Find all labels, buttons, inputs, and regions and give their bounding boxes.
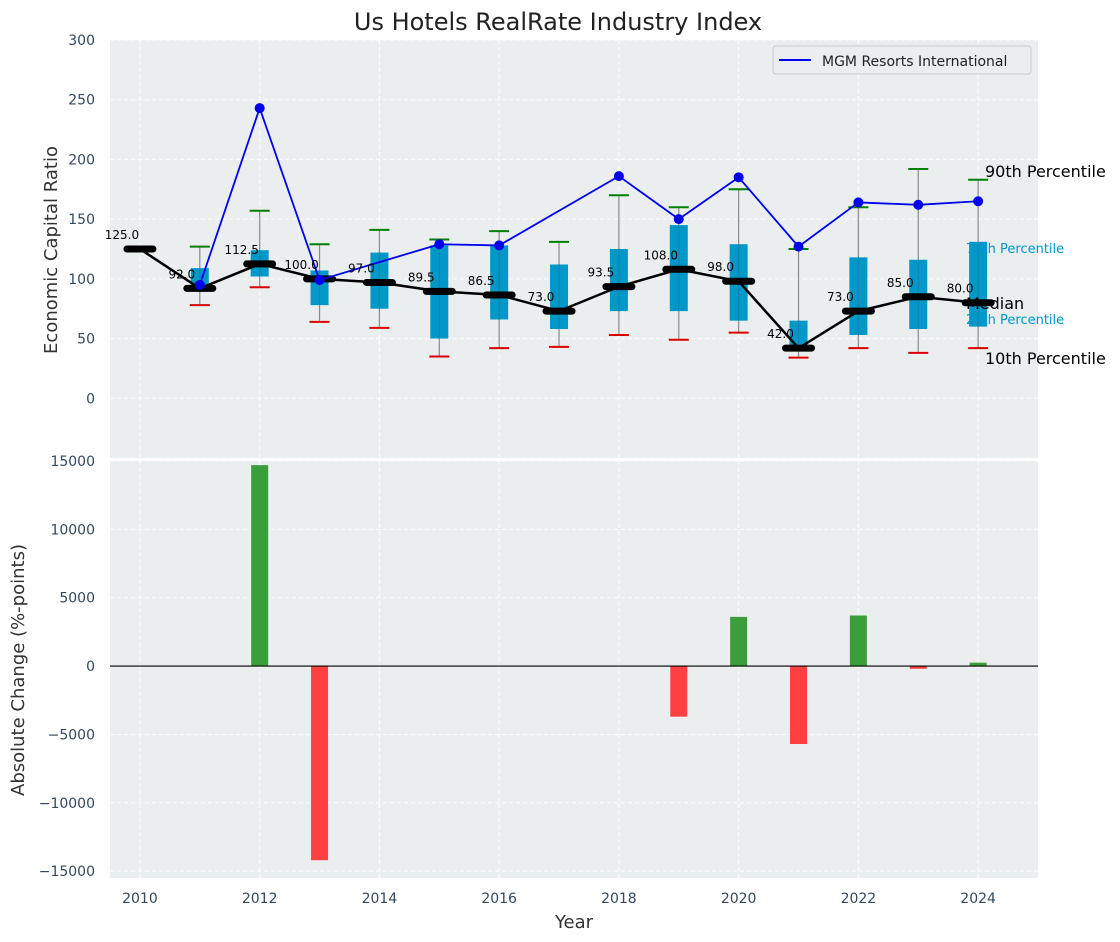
x-tick-label: 2012 <box>242 891 278 907</box>
annotation-p10: 10th Percentile <box>985 349 1106 368</box>
top-y-tick-label: 0 <box>86 391 95 407</box>
median-value-label: 80.0 <box>947 282 974 296</box>
mgm-point <box>314 275 325 286</box>
x-tick-label: 2024 <box>960 891 996 907</box>
top-y-tick-label: 300 <box>68 33 95 49</box>
annotation-p75: 75th Percentile <box>966 242 1064 257</box>
median-value-label: 112.5 <box>224 243 258 257</box>
change-bar <box>311 666 329 861</box>
x-tick-label: 2016 <box>481 891 517 907</box>
median-value-label: 100.0 <box>284 258 318 272</box>
x-axis-label: Year <box>554 912 594 933</box>
median-value-label: 89.5 <box>408 270 435 284</box>
mgm-point <box>793 241 804 252</box>
bottom-y-tick-label: 0 <box>86 659 95 675</box>
bottom-y-tick-label: −10000 <box>39 796 95 812</box>
median-value-label: 42.0 <box>767 327 794 341</box>
bottom-y-axis-label: Absolute Change (%-points) <box>8 544 29 796</box>
mgm-point <box>254 103 265 114</box>
annotation-p25: 25th Percentile <box>966 313 1064 328</box>
x-tick-label: 2010 <box>122 891 158 907</box>
percentile-annotations: 90th Percentile 75th Percentile Median 2… <box>966 162 1106 368</box>
mgm-point <box>194 279 205 290</box>
bottom-y-tick-label: 5000 <box>59 591 95 607</box>
bottom-plot-background <box>110 461 1038 878</box>
median-value-label: 85.0 <box>887 276 914 290</box>
bottom-y-tick-label: 15000 <box>50 454 95 470</box>
top-y-tick-label: 200 <box>68 152 95 168</box>
median-value-label: 108.0 <box>644 248 678 262</box>
top-y-tick-label: 100 <box>68 272 95 288</box>
mgm-point <box>913 199 924 210</box>
mgm-point <box>613 171 624 182</box>
legend-box <box>772 45 1032 75</box>
x-tick-label: 2022 <box>841 891 877 907</box>
median-value-labels: 125.0 92.0 112.5 100.0 97.0 89.5 86.5 73.0 93.5 1… <box>105 228 974 341</box>
change-bar <box>730 616 748 667</box>
bottom-y-tick-label: −5000 <box>48 727 95 743</box>
annotation-median: Median <box>966 294 1024 313</box>
median-value-label: 73.0 <box>528 290 555 304</box>
mgm-series <box>194 103 984 290</box>
x-tick-label: 2018 <box>601 891 637 907</box>
median-value-label: 93.5 <box>588 266 615 280</box>
median-value-label: 98.0 <box>707 260 734 274</box>
change-bar <box>969 662 987 667</box>
top-y-tick-label: 250 <box>68 93 95 109</box>
chart-title: Us Hotels RealRate Industry Index <box>354 8 762 36</box>
median-value-label: 86.5 <box>468 274 495 288</box>
median-value-label: 73.0 <box>827 290 854 304</box>
mgm-point <box>494 240 505 251</box>
bottom-y-tick-label: −15000 <box>39 864 95 880</box>
mgm-point <box>733 172 744 183</box>
change-bars <box>251 465 987 861</box>
legend: MGM Resorts International <box>772 45 1032 75</box>
change-bar <box>251 465 269 667</box>
change-bar <box>909 666 927 669</box>
top-grid <box>110 39 1038 458</box>
top-plot: 0 50 100 150 200 250 300 125.0 92.0 112.5 100.0 97… <box>41 33 1106 458</box>
bottom-y-tick-label: 10000 <box>50 522 95 538</box>
x-tick-label: 2014 <box>362 891 398 907</box>
mgm-point <box>434 239 445 250</box>
annotation-p90: 90th Percentile <box>985 162 1106 181</box>
change-bar <box>670 666 688 717</box>
bottom-y-tick-labels: −15000 −10000 −5000 0 5000 10000 15000 <box>39 454 95 880</box>
median-value-label: 97.0 <box>348 261 375 275</box>
median-value-label: 125.0 <box>105 228 139 242</box>
mgm-point <box>673 214 684 225</box>
top-y-tick-labels: 0 50 100 150 200 250 300 <box>68 33 95 407</box>
change-bar <box>790 666 808 745</box>
legend-label-mgm: MGM Resorts International <box>822 54 1007 70</box>
median-value-label: 92.0 <box>168 267 195 281</box>
top-y-axis-label: Economic Capital Ratio <box>41 146 62 354</box>
mgm-point <box>973 196 984 207</box>
x-tick-labels: 2010 2012 2014 2016 2018 2020 2022 2024 <box>122 891 996 907</box>
x-tick-label: 2020 <box>721 891 757 907</box>
top-y-tick-label: 50 <box>77 332 95 348</box>
mgm-line <box>198 105 979 286</box>
top-plot-background <box>110 40 1038 458</box>
top-y-tick-label: 150 <box>68 212 95 228</box>
mgm-point <box>853 197 864 208</box>
change-bar <box>849 615 867 667</box>
